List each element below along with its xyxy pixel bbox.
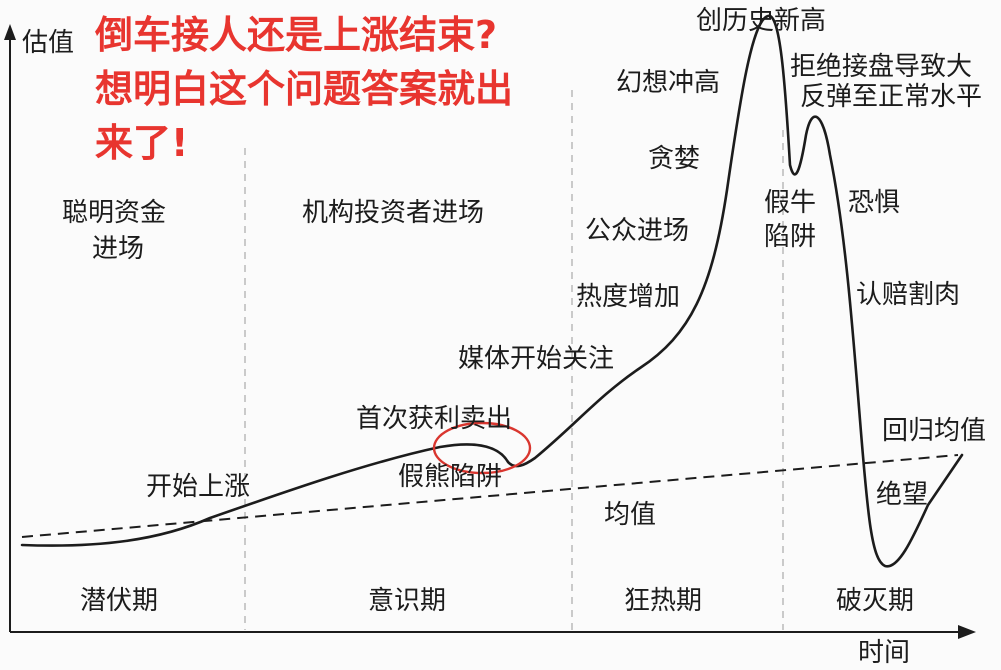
smart-money-label-1: 聪明资金	[62, 198, 167, 228]
headline-line-1: 倒车接人还是上涨结束?	[95, 13, 498, 57]
institutions-label: 机构投资者进场	[302, 198, 485, 228]
bubble-cycle-diagram: 倒车接人还是上涨结束? 想明白这个问题答案就出 来了! 估值 时间 聪明资金 进…	[4, 6, 987, 668]
mean-line	[21, 454, 959, 538]
mean-label: 均值	[604, 500, 657, 530]
rebound-label-1: 拒绝接盘导致大	[790, 52, 973, 82]
headline-line-3: 来了!	[95, 121, 189, 165]
bear-trap-label: 假熊陷阱	[398, 462, 503, 492]
y-axis-label: 估值	[22, 28, 75, 58]
x-axis-arrow	[958, 625, 976, 639]
y-axis-arrow	[4, 24, 16, 40]
despair-label: 绝望	[876, 480, 929, 510]
bull-trap-label-1: 假牛	[764, 188, 817, 218]
smart-money-label-2: 进场	[92, 234, 145, 264]
phase-blowoff: 破灭期	[836, 586, 915, 616]
greed-label: 贪婪	[648, 144, 701, 174]
heat-label: 热度增加	[576, 282, 681, 312]
public-label: 公众进场	[585, 216, 690, 246]
media-label: 媒体开始关注	[458, 344, 615, 374]
rebound-label-2: 反弹至正常水平	[800, 82, 983, 112]
phase-awareness: 意识期	[368, 586, 447, 616]
phase-mania: 狂热期	[624, 586, 703, 616]
new-high-label: 创历史新高	[696, 6, 827, 36]
x-axis-label: 时间	[858, 638, 911, 668]
fear-label: 恐惧	[848, 188, 901, 218]
bear-trap-highlight	[432, 421, 532, 475]
valuation-curve	[20, 14, 964, 568]
illusion-label: 幻想冲高	[616, 68, 721, 98]
first-selloff-label: 首次获利卖出	[356, 404, 513, 434]
return-mean-label: 回归均值	[882, 416, 987, 446]
bull-trap-label-2: 陷阱	[764, 222, 817, 252]
start-rise-label: 开始上涨	[146, 472, 251, 502]
capitulation-label: 认赔割肉	[856, 280, 961, 310]
headline-line-2: 想明白这个问题答案就出	[95, 67, 514, 111]
phase-latent: 潜伏期	[80, 586, 159, 616]
diagram-graphics	[4, 14, 976, 639]
